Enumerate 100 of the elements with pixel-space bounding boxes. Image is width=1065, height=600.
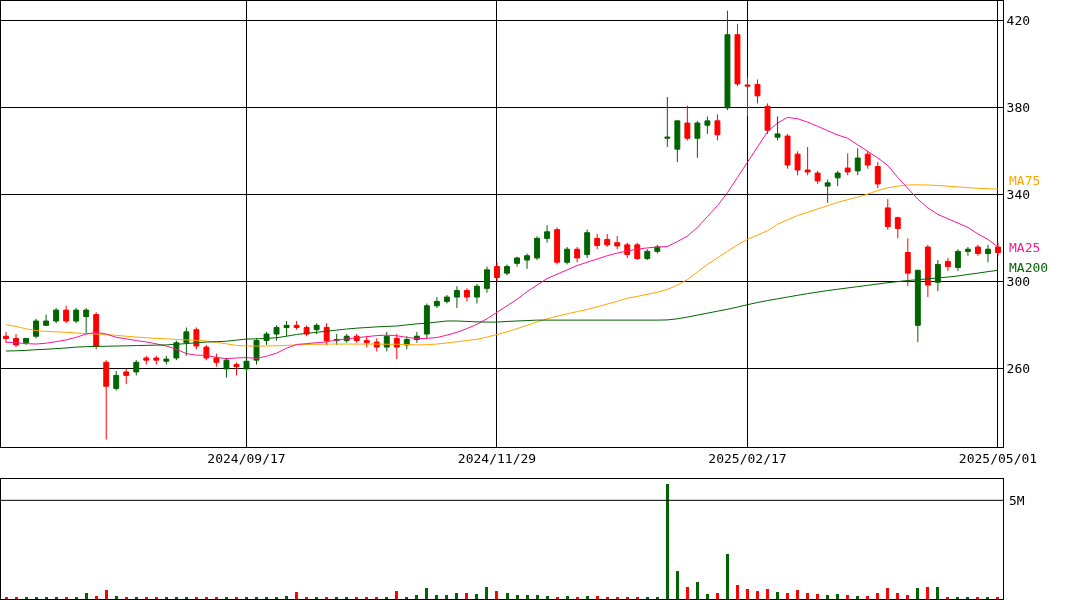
candlestick <box>93 311 100 350</box>
bar <box>586 596 589 599</box>
bar <box>776 592 779 599</box>
candlestick <box>223 357 230 379</box>
candlestick <box>704 116 711 135</box>
candlestick <box>564 246 571 265</box>
bar <box>485 587 488 599</box>
candlestick <box>433 296 440 309</box>
candlestick <box>474 283 480 305</box>
bar <box>285 596 288 599</box>
candlestick <box>233 361 240 376</box>
bar <box>926 587 929 599</box>
candlestick <box>995 242 1001 257</box>
candlestick <box>864 150 871 170</box>
series-label: MA75 <box>1009 173 1041 188</box>
bar <box>886 588 889 599</box>
candlestick <box>584 229 591 259</box>
candlestick <box>73 307 80 324</box>
bar <box>526 595 529 599</box>
candlestick <box>163 355 170 365</box>
candlestick <box>634 242 641 261</box>
bar <box>726 554 729 599</box>
ref-line-label: 5M <box>1009 493 1025 508</box>
y-tick-label: 260 <box>1006 361 1031 377</box>
bar <box>816 594 819 599</box>
candlestick <box>544 224 551 244</box>
bar <box>95 596 98 599</box>
bar <box>896 593 899 599</box>
bar <box>596 596 599 599</box>
bar <box>686 587 689 599</box>
candlestick <box>774 116 781 141</box>
candlestick <box>784 133 791 170</box>
candlestick <box>834 170 841 187</box>
candlestick <box>263 331 270 346</box>
bar <box>826 595 829 599</box>
candlestick <box>794 150 801 176</box>
candlestick <box>604 233 611 248</box>
candlestick <box>133 359 140 376</box>
candlestick <box>724 10 731 111</box>
bar <box>475 594 478 599</box>
line-series <box>5 184 999 347</box>
candlestick <box>363 335 370 348</box>
bar <box>295 592 298 599</box>
bar <box>736 585 739 599</box>
candlestick <box>854 147 861 176</box>
candlestick <box>714 113 721 141</box>
candlestick <box>514 256 520 268</box>
line-series <box>5 116 999 360</box>
candlestick <box>694 120 701 159</box>
candlestick <box>283 320 290 337</box>
bar <box>676 571 679 599</box>
bar <box>716 593 719 599</box>
candlestick <box>734 23 741 87</box>
candlestick <box>213 353 220 368</box>
series-label: MA200 <box>1009 260 1049 275</box>
candlestick <box>484 266 490 294</box>
candlestick <box>83 307 90 335</box>
bar <box>105 590 108 599</box>
bar <box>115 596 118 599</box>
candlestick <box>534 235 541 261</box>
candlestick <box>844 152 851 176</box>
candlestick <box>123 368 130 385</box>
candlestick <box>293 320 300 331</box>
candlestick <box>393 333 400 360</box>
candlestick <box>43 313 50 326</box>
candlestick <box>504 263 510 276</box>
candlestick <box>53 307 60 324</box>
candlestick <box>313 322 320 335</box>
bar <box>415 595 418 599</box>
candlestick <box>524 253 530 270</box>
bar <box>796 590 799 599</box>
x-tick-label: 2025/02/17 <box>708 451 787 467</box>
bar <box>425 588 428 599</box>
candlestick <box>674 120 681 163</box>
candlestick <box>964 246 971 257</box>
candlestick <box>744 76 751 118</box>
bar <box>506 593 509 599</box>
y-tick-label: 420 <box>1006 13 1031 29</box>
bar <box>706 594 709 599</box>
candlestick <box>944 257 951 272</box>
bar <box>566 596 569 599</box>
candlestick <box>954 248 961 272</box>
candlestick <box>904 237 911 287</box>
candlestick <box>453 285 460 309</box>
candlestick <box>383 331 390 352</box>
series-label: MA25 <box>1009 240 1041 255</box>
bar <box>666 484 669 599</box>
candlestick <box>664 96 671 148</box>
candlestick <box>985 244 991 263</box>
bar <box>445 595 448 599</box>
candlestick <box>23 337 29 346</box>
bar <box>766 589 769 599</box>
candlestick <box>874 161 881 189</box>
candlestick <box>975 244 981 257</box>
bar <box>536 595 539 599</box>
bar <box>516 595 519 599</box>
bar <box>856 596 859 599</box>
candlestick <box>3 331 9 344</box>
bar <box>395 591 398 599</box>
candlestick <box>103 359 110 441</box>
